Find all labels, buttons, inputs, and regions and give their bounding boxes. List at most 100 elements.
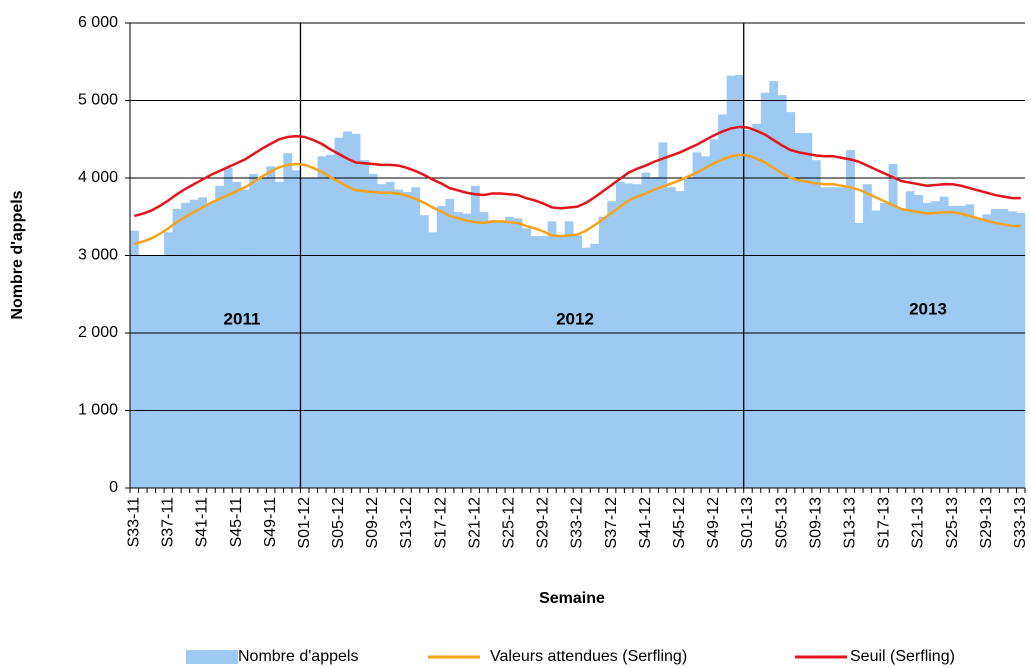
bar (777, 95, 787, 488)
bar (667, 187, 676, 489)
bar (658, 142, 668, 488)
y-tick-label: 2 000 (78, 324, 118, 341)
x-tick-label: S33-11 (125, 497, 142, 548)
bar (760, 92, 770, 488)
x-tick-label: S45-11 (228, 497, 245, 548)
x-axis-label: Semaine (539, 590, 605, 607)
bar (419, 215, 429, 488)
bar (249, 174, 259, 488)
bar (402, 191, 412, 488)
bar (624, 183, 634, 489)
bar (198, 197, 208, 488)
bar (863, 184, 872, 488)
bar (411, 187, 421, 489)
x-tick-label: S09-12 (364, 497, 381, 549)
bar (240, 189, 250, 488)
bar (854, 222, 864, 488)
x-tick-label: S05-13 (773, 497, 790, 549)
x-tick-label: S29-13 (978, 497, 995, 549)
x-tick-label: S41-12 (637, 497, 654, 549)
bar (223, 167, 233, 489)
bar (547, 221, 557, 488)
y-tick-label: 1 000 (78, 402, 118, 419)
legend-label: Seuil (Serfling) (850, 648, 955, 665)
legend-label: Nombre d'appels (238, 648, 358, 665)
bar (155, 255, 165, 488)
bar (522, 228, 531, 488)
bar (973, 218, 983, 489)
bar (283, 153, 293, 488)
year-label: 2012 (556, 309, 594, 328)
bar (939, 196, 949, 488)
bar (385, 181, 395, 488)
bar (888, 164, 898, 489)
bar (965, 204, 975, 488)
x-tick-label: S17-12 (432, 497, 449, 549)
bar (539, 236, 548, 488)
bar (189, 199, 199, 488)
bar (147, 255, 156, 488)
x-tick-label: S05-12 (330, 497, 347, 549)
bar (505, 216, 514, 488)
x-tick-label: S49-11 (262, 497, 279, 548)
bar (513, 218, 523, 489)
x-tick-label: S37-11 (160, 497, 177, 548)
bar (317, 156, 327, 489)
bar (334, 137, 344, 488)
x-tick-label: S21-12 (466, 497, 483, 549)
bar (794, 133, 804, 489)
bar (232, 181, 242, 488)
bar (470, 185, 480, 488)
bar (701, 156, 710, 489)
x-tick-label: S01-13 (739, 497, 756, 549)
bar (215, 185, 225, 488)
bar (880, 202, 889, 489)
bar (130, 230, 139, 488)
bar (786, 112, 796, 488)
bar (598, 216, 608, 488)
y-tick-label: 6 000 (78, 14, 118, 31)
bar (811, 160, 821, 489)
bar (803, 133, 813, 489)
bar (820, 187, 830, 489)
x-tick-label: S17-13 (876, 497, 893, 549)
x-tick-label: S37-12 (603, 497, 620, 549)
x-tick-label: S41-11 (194, 497, 211, 548)
bar (590, 243, 600, 488)
bar (266, 166, 276, 488)
bar (488, 220, 497, 488)
bar (573, 235, 583, 488)
bar (1007, 211, 1017, 488)
x-tick-label: S29-12 (535, 497, 552, 549)
x-tick-label: S01-12 (296, 497, 313, 549)
x-tick-label: S13-12 (398, 497, 415, 549)
bar (564, 221, 574, 488)
bar (1016, 212, 1026, 488)
bar (445, 198, 455, 489)
bar (394, 189, 404, 488)
bar (351, 133, 361, 488)
bar (496, 222, 506, 489)
bar (360, 160, 369, 489)
bar (846, 150, 855, 488)
bar (368, 174, 378, 488)
bar (453, 212, 463, 488)
bar (343, 131, 352, 488)
bar (530, 236, 540, 488)
x-tick-label: S09-13 (807, 497, 824, 549)
bar (726, 75, 736, 488)
bar (769, 81, 779, 488)
y-tick-label: 4 000 (78, 169, 118, 186)
legend-label: Valeurs attendues (Serfling) (490, 648, 687, 665)
bar (743, 129, 753, 488)
bar (581, 247, 591, 488)
bar (718, 114, 727, 488)
bar (990, 209, 1000, 488)
bar (172, 209, 182, 488)
bar (607, 201, 617, 488)
bar (735, 74, 745, 489)
bar (206, 202, 216, 489)
x-tick-label: S33-13 (1012, 497, 1029, 549)
x-tick-label: S45-12 (671, 497, 688, 549)
